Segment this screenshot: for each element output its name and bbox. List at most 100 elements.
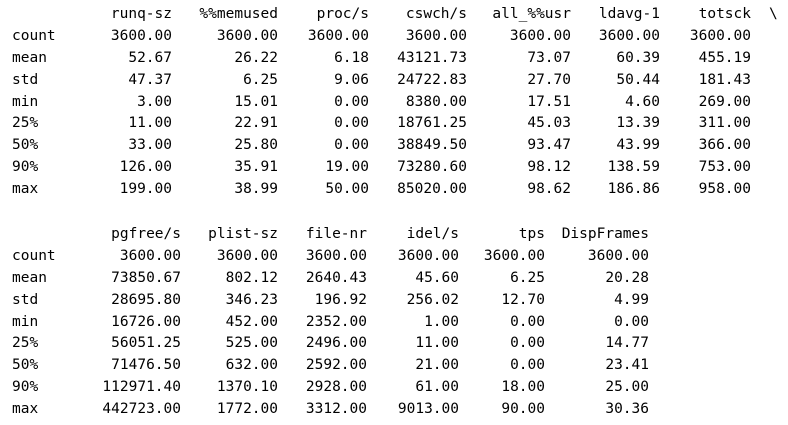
row-label: 25% (12, 115, 39, 132)
column-header: pgfree/s (111, 226, 181, 243)
table-cell: 0.00 (334, 115, 369, 132)
table-cell: 802.12 (225, 269, 278, 286)
column-header: plist-sz (208, 226, 278, 243)
table-cell: 181.43 (698, 71, 751, 88)
table-cell: 98.12 (527, 159, 571, 176)
table-cell: 1.00 (424, 313, 459, 330)
table-cell: 0.00 (510, 357, 545, 374)
table-row: 25% 56051.25 525.00 2496.00 11.00 0.00 14.77 (12, 333, 778, 355)
table-cell: 26.22 (234, 49, 278, 66)
row-label: min (12, 313, 39, 330)
table-cell: 25.00 (605, 379, 649, 396)
table-cell: 24722.83 (397, 71, 467, 88)
table-cell: 2352.00 (305, 313, 367, 330)
table-cell: 3600.00 (509, 27, 571, 44)
table-cell: 28695.80 (111, 291, 181, 308)
table-cell: 9013.00 (397, 401, 459, 418)
table-cell: 60.39 (616, 49, 660, 66)
table-cell: 3.00 (137, 93, 172, 110)
table-cell: 52.67 (128, 49, 172, 66)
table-cell: 3600.00 (119, 247, 181, 264)
table-cell: 6.25 (243, 71, 278, 88)
table-cell: 73.07 (527, 49, 571, 66)
table-cell: 0.00 (510, 313, 545, 330)
table-cell: 311.00 (698, 115, 751, 132)
table-cell: 8380.00 (405, 93, 467, 110)
table-cell: 3312.00 (305, 401, 367, 418)
table-cell: 4.60 (625, 93, 660, 110)
table-cell: 2496.00 (305, 335, 367, 352)
row-label: max (12, 401, 39, 418)
table-cell: 45.03 (527, 115, 571, 132)
table-cell: 1772.00 (216, 401, 278, 418)
table-cell: 3600.00 (689, 27, 751, 44)
table-cell: 22.91 (234, 115, 278, 132)
table-cell: 3600.00 (598, 27, 660, 44)
table-cell: 17.51 (527, 93, 571, 110)
table-cell: 753.00 (698, 159, 751, 176)
table-cell: 2640.43 (305, 269, 367, 286)
describe-block-1: runq-sz %%memused proc/s cswch/s all_%%usr ld… (12, 4, 778, 201)
table-row: count 3600.00 3600.00 3600.00 3600.00 3600.00… (12, 26, 778, 48)
table-row: std 28695.80 346.23 196.92 256.02 12.70 4.99 (12, 290, 778, 312)
column-header: %%memused (199, 6, 278, 22)
table-cell: 43.99 (616, 137, 660, 154)
table-cell: 35.91 (234, 159, 278, 176)
table-cell: 199.00 (119, 181, 172, 198)
table-cell: 6.18 (334, 49, 369, 66)
table-cell: 958.00 (698, 181, 751, 198)
column-header: cswch/s (405, 6, 467, 22)
row-label: count (12, 27, 56, 44)
table-cell: 38.99 (234, 181, 278, 198)
table-cell: 23.41 (605, 357, 649, 374)
table-cell: 50.44 (616, 71, 660, 88)
table-cell: 93.47 (527, 137, 571, 154)
table-cell: 3600.00 (397, 247, 459, 264)
table-cell: 452.00 (225, 313, 278, 330)
table-cell: 2928.00 (305, 379, 367, 396)
table-cell: 11.00 (415, 335, 459, 352)
table-cell: 71476.50 (111, 357, 181, 374)
table-row: mean 73850.67 802.12 2640.43 45.60 6.25 20.28 (12, 268, 778, 290)
table-cell: 21.00 (415, 357, 459, 374)
table-cell: 126.00 (119, 159, 172, 176)
table-row: mean 52.67 26.22 6.18 43121.73 73.07 60.39 455.… (12, 48, 778, 70)
table-cell: 45.60 (415, 269, 459, 286)
row-label: std (12, 291, 39, 308)
column-header: file-nr (305, 226, 367, 243)
continuation-marker: \ (769, 6, 778, 22)
table-row: 50% 33.00 25.80 0.00 38849.50 93.47 43.99 366.0… (12, 135, 778, 157)
describe-output: runq-sz %%memused proc/s cswch/s all_%%usr ld… (12, 4, 778, 421)
table-cell: 3600.00 (216, 247, 278, 264)
column-header: tps (518, 226, 545, 243)
column-header: proc/s (316, 6, 369, 22)
column-header: DispFrames (561, 226, 649, 243)
table-row: 25% 11.00 22.91 0.00 18761.25 45.03 13.39 311.0… (12, 113, 778, 135)
header-row: runq-sz %%memused proc/s cswch/s all_%%usr ld… (12, 4, 778, 26)
row-label: min (12, 93, 39, 110)
table-row: min 3.00 15.01 0.00 8380.00 17.51 4.60 269.00 (12, 92, 778, 114)
column-header: ldavg-1 (598, 6, 660, 22)
table-row: std 47.37 6.25 9.06 24722.83 27.70 50.44 181.43 (12, 70, 778, 92)
table-row: max 442723.00 1772.00 3312.00 9013.00 90.00 30… (12, 399, 778, 421)
table-cell: 196.92 (314, 291, 367, 308)
block-separator (12, 201, 778, 224)
table-cell: 33.00 (128, 137, 172, 154)
table-cell: 0.00 (334, 137, 369, 154)
table-cell: 256.02 (406, 291, 459, 308)
table-cell: 3600.00 (587, 247, 649, 264)
table-row: 50% 71476.50 632.00 2592.00 21.00 0.00 23.41 (12, 355, 778, 377)
row-label: mean (12, 269, 47, 286)
table-cell: 6.25 (510, 269, 545, 286)
table-cell: 4.99 (614, 291, 649, 308)
table-cell: 47.37 (128, 71, 172, 88)
row-label: 50% (12, 357, 39, 374)
table-row: count 3600.00 3600.00 3600.00 3600.00 3600.00… (12, 246, 778, 268)
column-header: idel/s (406, 226, 459, 243)
table-row: 90% 112971.40 1370.10 2928.00 61.00 18.00 25.0… (12, 377, 778, 399)
table-cell: 73850.67 (111, 269, 181, 286)
row-label: count (12, 247, 56, 264)
table-cell: 18.00 (501, 379, 545, 396)
table-cell: 442723.00 (102, 401, 181, 418)
table-cell: 632.00 (225, 357, 278, 374)
